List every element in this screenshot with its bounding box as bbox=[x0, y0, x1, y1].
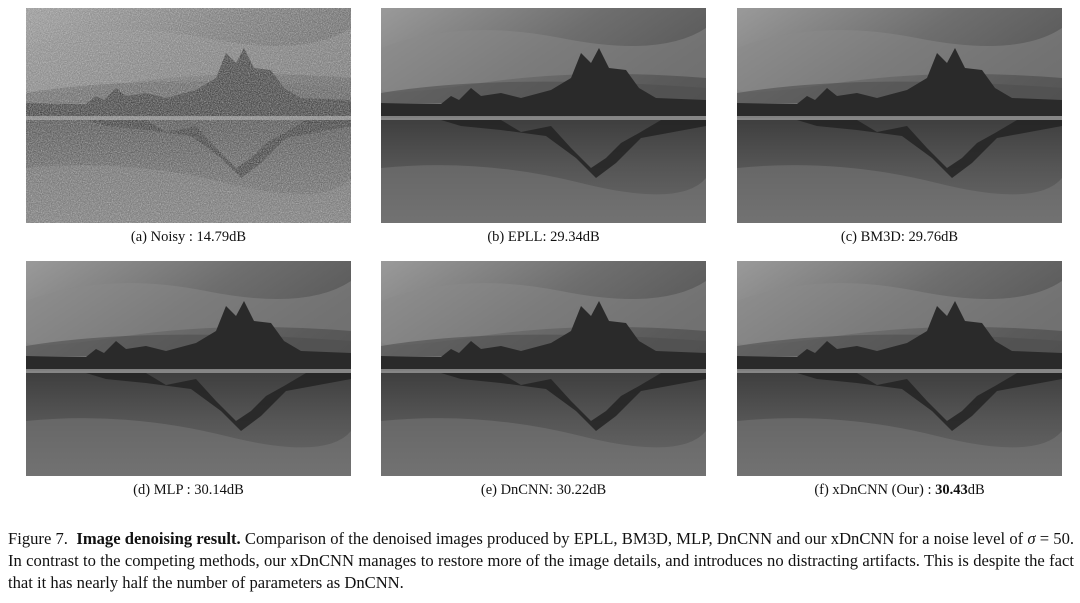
caption-noisy: (a) Noisy : 14.79dB bbox=[130, 229, 247, 245]
sigma-symbol: σ bbox=[1027, 529, 1036, 548]
figure-text-2: . In contrast to the competing methods, … bbox=[8, 529, 1075, 592]
caption-xdncnn: (f) xDnCNN (Our) : 30.43dB bbox=[737, 482, 1062, 499]
xdncnn-image bbox=[737, 261, 1062, 476]
figure-text-1: Comparison of the denoised images produc… bbox=[244, 529, 1028, 548]
panel-dncnn bbox=[381, 261, 706, 476]
epll-image bbox=[381, 8, 706, 223]
figure-heading: Image denoising result. bbox=[76, 529, 241, 548]
panel-epll bbox=[381, 8, 706, 223]
panel-bm3d bbox=[737, 8, 1062, 223]
caption-epll: (b) EPLL: 29.34dB bbox=[487, 229, 600, 245]
figure-caption: Figure 7. Image denoising result. Compar… bbox=[8, 528, 1074, 594]
dncnn-image bbox=[381, 261, 706, 476]
figure-label: Figure 7. bbox=[8, 529, 68, 548]
caption-dncnn: (e) DnCNN: 30.22dB bbox=[480, 482, 607, 498]
panel-xdncnn bbox=[737, 261, 1062, 476]
caption-xdncnn-score: 30.43 bbox=[935, 482, 968, 498]
caption-xdncnn-prefix: (f) xDnCNN (Our) : bbox=[814, 482, 936, 498]
caption-mlp: (d) MLP : 30.14dB bbox=[133, 482, 244, 498]
caption-bm3d: (c) BM3D: 29.76dB bbox=[840, 229, 959, 245]
noisy-image bbox=[26, 8, 351, 223]
panel-mlp bbox=[26, 261, 351, 476]
figure-eq: = 50 bbox=[1035, 529, 1070, 548]
caption-xdncnn-unit: dB bbox=[967, 482, 985, 498]
bm3d-image bbox=[737, 8, 1062, 223]
panel-noisy bbox=[26, 8, 351, 223]
mlp-image bbox=[26, 261, 351, 476]
